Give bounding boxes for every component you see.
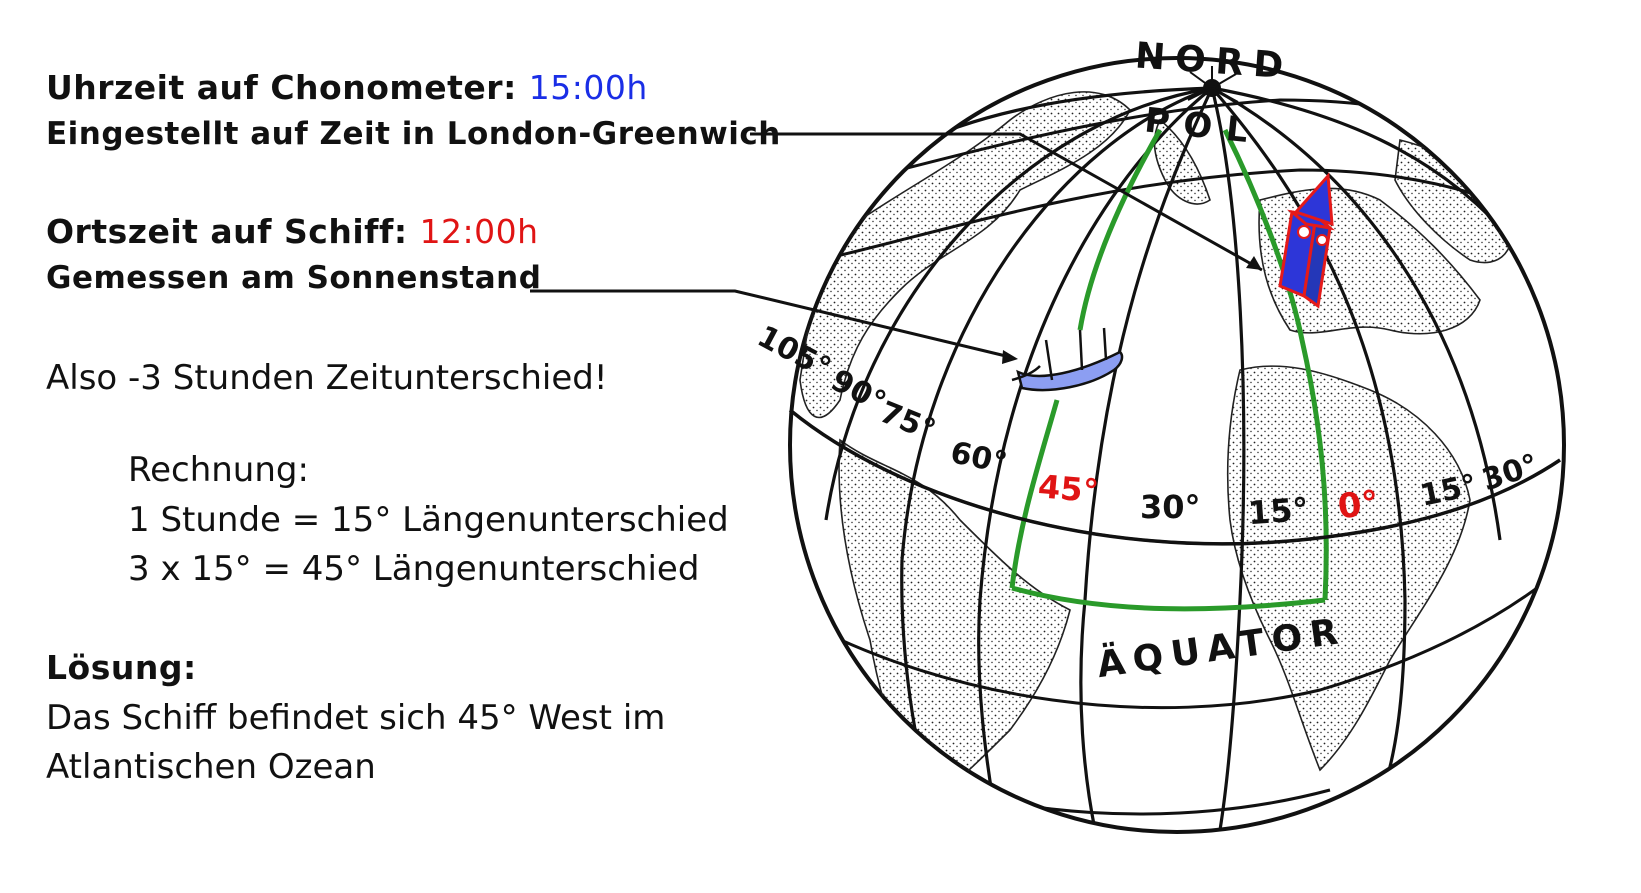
north-pole-marker — [1187, 66, 1239, 103]
calculation-title: Rechnung: — [128, 450, 309, 490]
meridian-label-15w: 15° — [1247, 490, 1310, 532]
chronometer-note: Eingestellt auf Zeit in London-Greenwich — [46, 116, 781, 152]
big-ben-tower-icon — [1278, 172, 1336, 309]
landmass-shading — [799, 91, 1514, 802]
ship-time-label: Ortszeit auf Schiff: — [46, 212, 408, 251]
time-difference-text: Also -3 Stunden Zeitunterschied! — [46, 358, 608, 398]
equator-line — [788, 408, 1561, 546]
meridian-label-0: 0° — [1336, 483, 1381, 527]
highlight-meridians — [1009, 128, 1329, 612]
ship-icon — [1011, 327, 1124, 392]
pointer-lines — [530, 132, 1263, 359]
ship-arrow-head — [1002, 350, 1018, 364]
solution-title: Lösung: — [46, 648, 197, 687]
ship-time-note: Gemessen am Sonnenstand — [46, 260, 542, 296]
ship-time-line: Ortszeit auf Schiff: 12:00h — [46, 212, 539, 252]
meridian-label-30: 30° — [1140, 488, 1201, 526]
chronometer-time: 15:00h — [528, 68, 648, 107]
chronometer-line: Uhrzeit auf Chonometer: 15:00h — [46, 68, 648, 108]
greenwich-arrow-head — [1246, 256, 1262, 270]
calculation-line-1: 1 Stunde = 15° Längenunterschied — [128, 500, 729, 540]
meridian-lines — [818, 86, 1522, 832]
chronometer-label: Uhrzeit auf Chonometer: — [46, 68, 517, 107]
ship-time-value: 12:00h — [419, 212, 539, 251]
solution-line-2: Atlantischen Ozean — [46, 747, 376, 787]
calculation-line-2: 3 x 15° = 45° Längenunterschied — [128, 549, 700, 589]
meridian-label-45: 45° — [1037, 467, 1101, 510]
solution-line-1: Das Schiff befindet sich 45° West im — [46, 698, 666, 738]
